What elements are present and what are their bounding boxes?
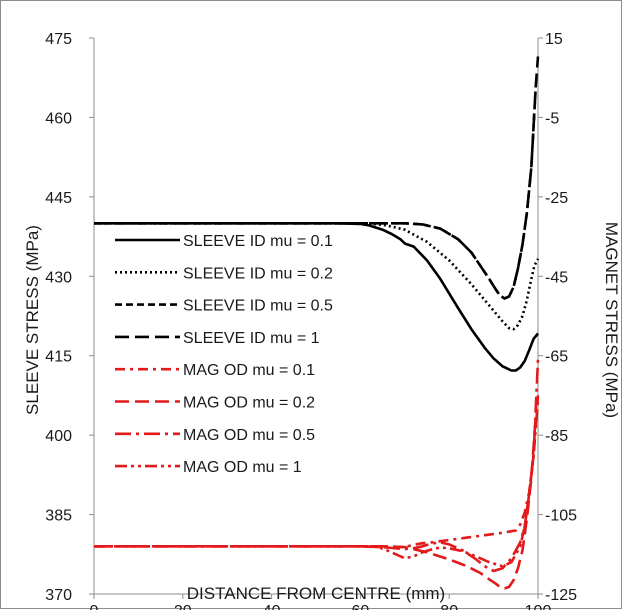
series-line-4: [94, 56, 540, 300]
y-tick-label: 445: [45, 190, 72, 207]
y2-tick-label: 15: [545, 31, 563, 48]
y2-tick-label: -25: [545, 190, 568, 207]
legend-label: MAG OD mu = 1: [183, 459, 302, 476]
x-axis-title: DISTANCE FROM CENTRE (mm): [187, 584, 445, 603]
x-tick-label: 100: [525, 603, 552, 610]
series-lines: [94, 56, 540, 590]
y-tick-label: 415: [45, 349, 72, 366]
y-axis-title-left: SLEEVE STRESS (MPa): [23, 225, 42, 415]
y2-tick-label: -45: [545, 269, 568, 286]
x-tick-label: 20: [174, 603, 192, 610]
y-tick-label: 460: [45, 110, 72, 127]
y-tick-label: 385: [45, 508, 72, 525]
y2-tick-label: -5: [545, 110, 559, 127]
y-tick-label: 475: [45, 31, 72, 48]
y2-tick-label: -125: [545, 587, 577, 604]
y-axis-title-right: MAGNET STRESS (MPa): [602, 222, 621, 418]
legend-label: MAG OD mu = 0.1: [183, 362, 315, 379]
legend-label: SLEEVE ID mu = 0.1: [183, 233, 333, 250]
x-tick-label: 40: [263, 603, 281, 610]
legend-label: SLEEVE ID mu = 0.5: [183, 298, 333, 315]
y-tick-label: 430: [45, 269, 72, 286]
legend-label: MAG OD mu = 0.5: [183, 427, 315, 444]
legend: SLEEVE ID mu = 0.1 SLEEVE ID mu = 0.2 SLEE…: [115, 233, 333, 476]
legend-label: SLEEVE ID mu = 0.2: [183, 265, 333, 282]
legend-label: SLEEVE ID mu = 1: [183, 330, 320, 347]
y2-tick-label: -105: [545, 508, 577, 525]
x-tick-label: 60: [352, 603, 370, 610]
y2-tick-labels: -125 -105 -85 -65 -45 -25 -5 15: [538, 31, 577, 604]
series-line-8: [94, 399, 540, 568]
y-tick-label: 400: [45, 428, 72, 445]
y-tick-label: 370: [45, 587, 72, 604]
x-tick-label: 0: [90, 603, 99, 610]
x-tick-label: 80: [440, 603, 458, 610]
y2-tick-label: -65: [545, 349, 568, 366]
axes: [93, 38, 539, 595]
legend-label: MAG OD mu = 0.2: [183, 395, 315, 412]
y2-tick-label: -85: [545, 428, 568, 445]
y-tick-labels: 370 385 400 415 430 445 460 475: [45, 31, 94, 604]
